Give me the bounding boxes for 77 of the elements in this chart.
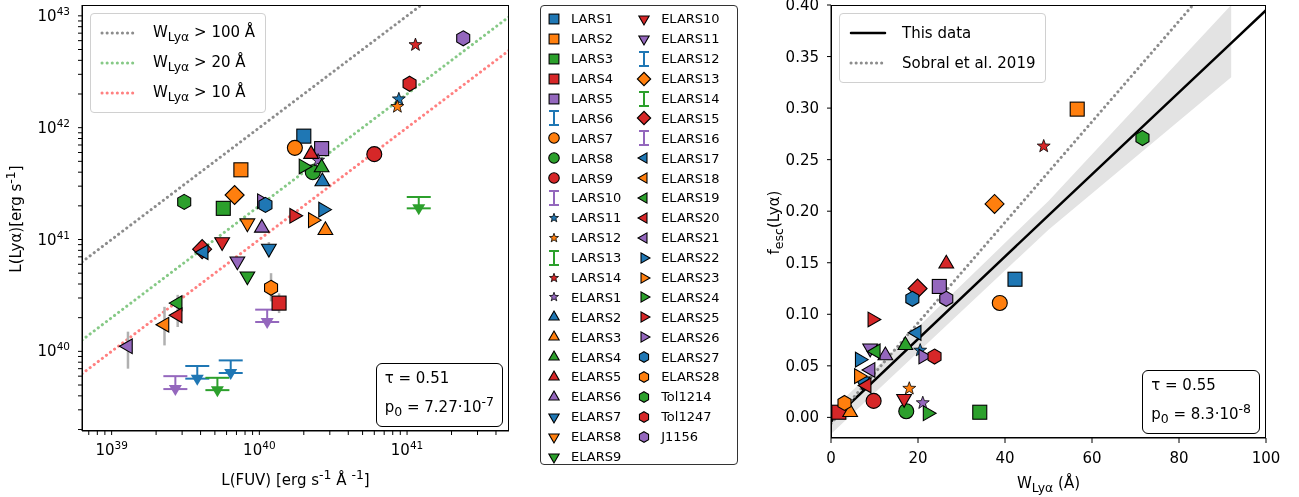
legend-label: LARS2 (571, 31, 613, 47)
legend-label: LARS9 (571, 170, 613, 186)
legend-label: ELARS4 (571, 349, 622, 365)
legend-label: W$_{Lyα}$ > 10 Å (153, 82, 246, 104)
legend-label: ELARS8 (571, 429, 622, 445)
x-tick-label: 10$^{40}$ (243, 439, 276, 459)
legend-label: LARS6 (571, 110, 613, 126)
legend-label: ELARS3 (571, 329, 622, 345)
legend-label: LARS4 (571, 71, 613, 87)
legend-label: W$_{Lyα}$ > 20 Å (153, 52, 246, 74)
y-tick-label: 10$^{41}$ (37, 228, 70, 249)
legend-label: ELARS21 (661, 230, 720, 246)
legend-label: ELARS27 (661, 349, 720, 365)
y-tick-label: 0.30 (785, 99, 819, 118)
legend-label: ELARS9 (571, 449, 622, 465)
legend-label: ELARS25 (661, 309, 720, 325)
legend-label: LARS3 (571, 51, 613, 67)
legend-label: LARS13 (571, 250, 622, 266)
y-tick-label: 0.35 (785, 47, 819, 66)
legend-label: ELARS2 (571, 309, 622, 325)
legend-label: ELARS18 (661, 170, 720, 186)
legend-label: LARS7 (571, 130, 613, 146)
x-axis-title: W$_{Lyα}$ (Å) (1016, 474, 1081, 495)
legend-label: ELARS17 (661, 150, 720, 166)
legend-label: ELARS26 (661, 329, 720, 345)
y-tick-label: 0.00 (785, 408, 819, 427)
annotation: τ = 0.55 (1151, 376, 1216, 394)
y-tick-label: 10$^{42}$ (37, 116, 70, 137)
x-axis-title: L(FUV) [erg s$^{-1}$ Å $^{-1}$] (221, 467, 370, 489)
annotation: p$_{0}$ = 7.27·10$^{-7}$ (384, 394, 494, 419)
legend-label: LARS8 (571, 150, 613, 166)
legend-label: LARS1 (571, 11, 613, 27)
x-tick-label: 80 (1169, 449, 1189, 467)
x-tick-label: 0 (826, 449, 836, 467)
legend-label: ELARS20 (661, 210, 720, 226)
legend-label: ELARS11 (661, 31, 720, 47)
legend-label: ELARS24 (661, 289, 720, 305)
legend-label: Tol1247 (661, 409, 712, 425)
legend-label: ELARS10 (661, 11, 720, 27)
y-tick-label: 0.10 (785, 305, 819, 324)
legend-label: ELARS6 (571, 389, 622, 405)
legend-label: Tol1214 (661, 389, 712, 405)
legend-label: LARS5 (571, 91, 613, 106)
y-tick-label: 0.15 (785, 253, 819, 272)
y-tick-label: 0.20 (785, 202, 819, 221)
x-tick-label: 40 (995, 449, 1015, 467)
y-tick-label: 10$^{43}$ (37, 4, 70, 25)
legend-label: ELARS22 (661, 250, 720, 266)
legend-label: ELARS12 (661, 51, 720, 67)
legend-label: ELARS13 (661, 71, 720, 87)
legend-label: LARS11 (571, 210, 622, 226)
x-tick-label: 10$^{39}$ (95, 439, 128, 459)
y-tick-label: 10$^{40}$ (37, 340, 70, 361)
x-tick-label: 100 (1251, 449, 1281, 467)
legend-label: ELARS1 (571, 289, 622, 305)
x-tick-label: 60 (1082, 449, 1102, 467)
legend-label: ELARS15 (661, 110, 720, 126)
x-tick-label: 20 (908, 449, 928, 467)
annotation: p$_{0}$ = 8.3·10$^{-8}$ (1151, 401, 1251, 426)
legend-label: W$_{Lyα}$ > 100 Å (153, 22, 256, 44)
legend-label: ELARS23 (661, 270, 720, 286)
x-tick-label: 10$^{41}$ (390, 439, 424, 459)
legend-label: ELARS16 (661, 130, 720, 146)
legend-label: LARS10 (571, 190, 622, 206)
annotation: τ = 0.51 (384, 369, 450, 387)
legend-label: ELARS19 (661, 190, 720, 206)
y-tick-label: 0.25 (785, 150, 819, 169)
legend-label: Sobral et al. 2019 (902, 54, 1036, 72)
legend-label: ELARS28 (661, 369, 720, 385)
legend-label: ELARS14 (661, 91, 720, 106)
y-tick-label: 0.05 (785, 356, 819, 375)
legend-label: This data (902, 24, 972, 42)
legend-label: J1156 (661, 429, 699, 445)
legend-label: LARS12 (571, 230, 622, 246)
legend-label: ELARS5 (571, 369, 622, 385)
legend-label: LARS14 (571, 270, 622, 286)
legend-label: ELARS7 (571, 409, 622, 425)
